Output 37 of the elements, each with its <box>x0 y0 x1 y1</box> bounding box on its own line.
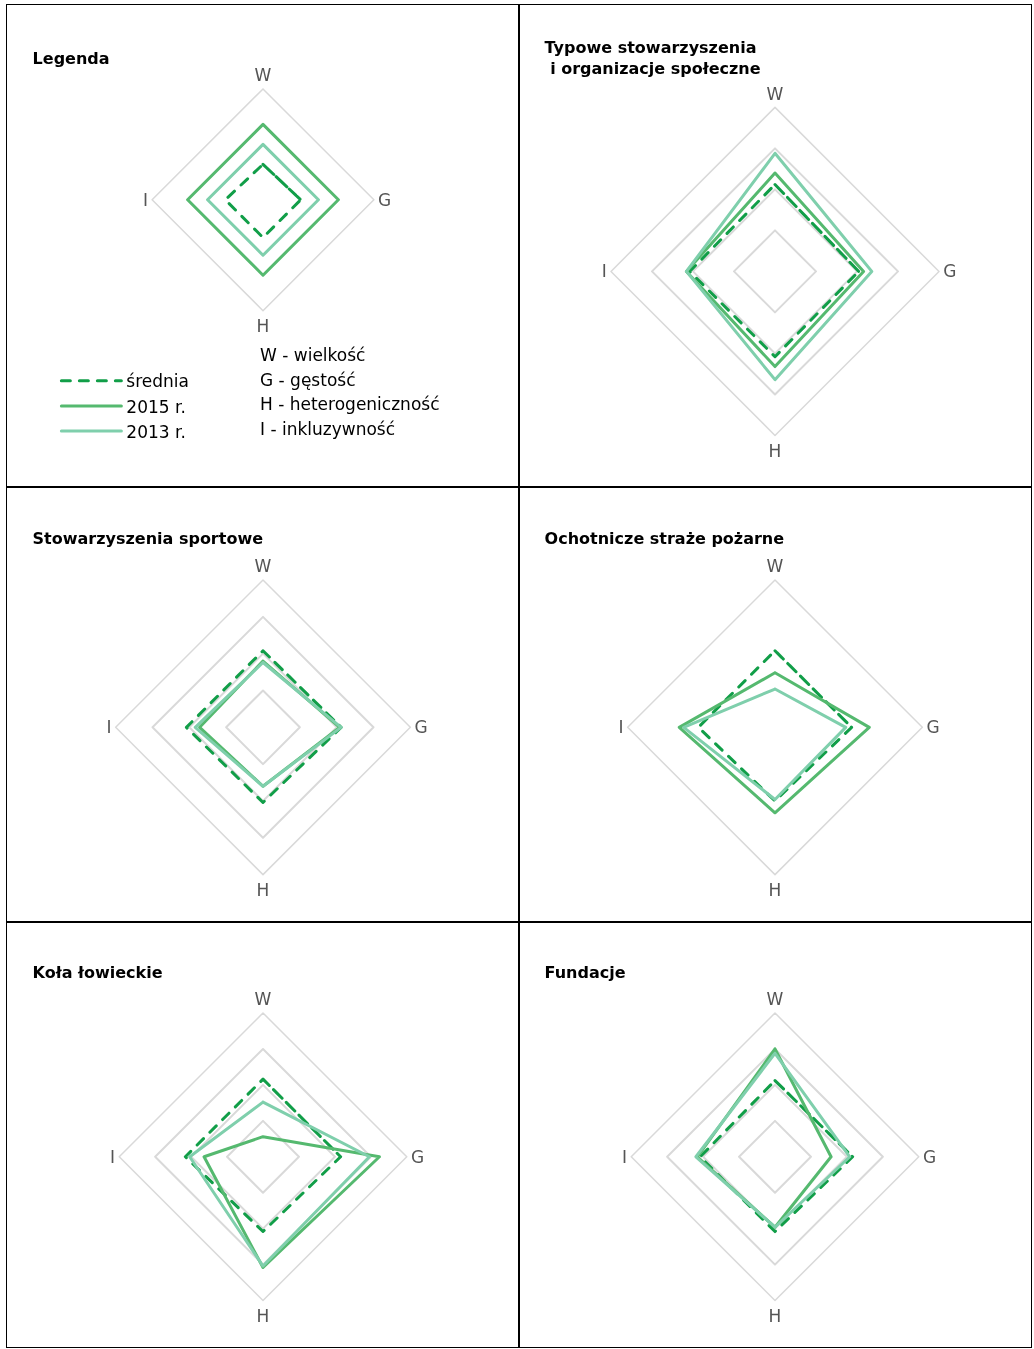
spoke-label: W <box>766 84 784 105</box>
spoke-label: G <box>378 190 392 210</box>
spoke-label: H <box>768 1305 782 1326</box>
spoke-label: I <box>110 1146 116 1167</box>
legend-label: 2015 r. <box>126 396 187 417</box>
spoke-label: W <box>254 989 272 1010</box>
chart-title: Ochotnicze straże pożarne <box>544 528 785 548</box>
chart-title: Koła łowieckie <box>32 963 163 983</box>
spoke-label: G <box>414 717 428 738</box>
spoke-label: I <box>106 717 112 738</box>
chart-title: Typowe stowarzyszenia i organizacje społeczne <box>544 38 761 79</box>
spoke-label: H <box>768 880 782 901</box>
spoke-label: W <box>254 65 272 86</box>
text: H - heterogeniczność <box>260 394 440 415</box>
spoke-label: H <box>256 1305 270 1326</box>
chart-title: Stowarzyszenia sportowe <box>32 528 264 548</box>
spoke-label: G <box>943 261 957 282</box>
spoke-label: G <box>926 717 940 738</box>
spoke-label: W <box>254 556 272 577</box>
text: I - inkluzywność <box>260 419 396 440</box>
legend-label: 2013 r. <box>126 421 187 442</box>
text: G - gęstość <box>260 370 356 391</box>
chart-title: Legenda <box>32 49 110 69</box>
spoke-label: I <box>602 261 608 282</box>
text: W - wielkość <box>260 345 366 366</box>
spoke-label: I <box>618 717 624 738</box>
spoke-label: H <box>256 316 270 337</box>
chart-title: Fundacje <box>544 963 626 983</box>
spoke-label: I <box>143 190 149 210</box>
spoke-label: I <box>622 1146 628 1167</box>
spoke-label: H <box>256 880 270 901</box>
spoke-label: W <box>766 989 784 1010</box>
spoke-label: H <box>768 440 782 461</box>
spoke-label: W <box>766 556 784 577</box>
spoke-label: G <box>923 1146 937 1167</box>
spoke-label: G <box>411 1146 425 1167</box>
legend-label: średnia <box>126 371 190 392</box>
